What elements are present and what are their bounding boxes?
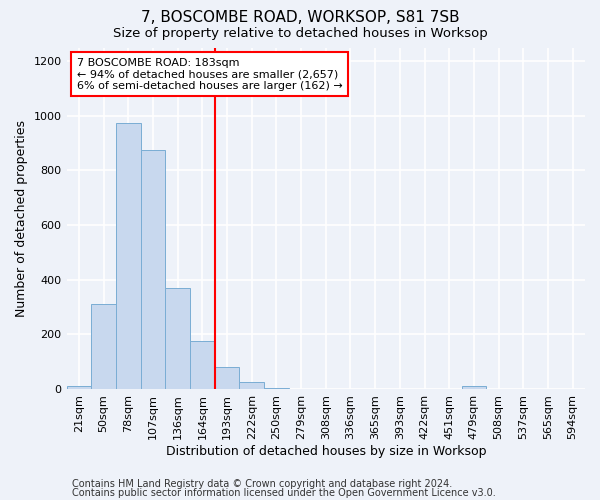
Y-axis label: Number of detached properties: Number of detached properties [15,120,28,316]
Bar [215,367,239,389]
Bar [165,288,190,389]
Text: Contains public sector information licensed under the Open Government Licence v3: Contains public sector information licen… [72,488,496,498]
Bar [461,386,486,389]
Bar [264,388,289,389]
Bar [140,150,165,389]
Bar [67,386,91,389]
Bar [239,382,264,389]
Text: Size of property relative to detached houses in Worksop: Size of property relative to detached ho… [113,28,487,40]
Text: 7 BOSCOMBE ROAD: 183sqm
← 94% of detached houses are smaller (2,657)
6% of semi-: 7 BOSCOMBE ROAD: 183sqm ← 94% of detache… [77,58,343,91]
Bar [190,341,215,389]
Text: Contains HM Land Registry data © Crown copyright and database right 2024.: Contains HM Land Registry data © Crown c… [72,479,452,489]
Bar [116,122,140,389]
X-axis label: Distribution of detached houses by size in Worksop: Distribution of detached houses by size … [166,444,486,458]
Bar [91,304,116,389]
Text: 7, BOSCOMBE ROAD, WORKSOP, S81 7SB: 7, BOSCOMBE ROAD, WORKSOP, S81 7SB [140,10,460,25]
